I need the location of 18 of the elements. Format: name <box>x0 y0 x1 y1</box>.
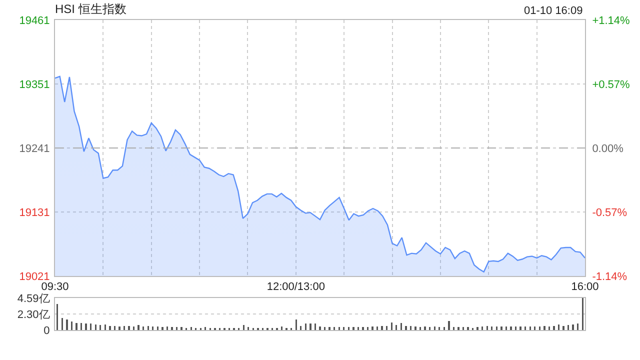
y2-tick-label: 0.00% <box>592 142 624 155</box>
y-tick-label: 0 <box>44 324 50 337</box>
y-tick-label: 19021 <box>19 270 50 283</box>
y2-tick-label: +0.57% <box>592 78 630 91</box>
y-tick-label: 2.30亿 <box>17 308 50 321</box>
y2-tick-label: +1.14% <box>592 14 630 27</box>
x-tick-label: 09:30 <box>41 281 69 294</box>
y-tick-label: 19461 <box>19 14 50 27</box>
x-tick-label: 12:00/13:00 <box>266 281 325 294</box>
y-tick-label: 4.59亿 <box>17 292 50 305</box>
x-tick-label: 16:00 <box>571 281 599 294</box>
y-tick-label: 19241 <box>19 142 50 155</box>
y2-tick-label: -0.57% <box>592 206 628 219</box>
chart-title: HSI 恒生指数 <box>55 2 126 16</box>
y-tick-label: 19131 <box>19 206 50 219</box>
y2-tick-label: -1.14% <box>592 270 628 283</box>
text: 01-10 16:09 <box>524 5 583 17</box>
y-tick-label: 19351 <box>19 78 50 91</box>
